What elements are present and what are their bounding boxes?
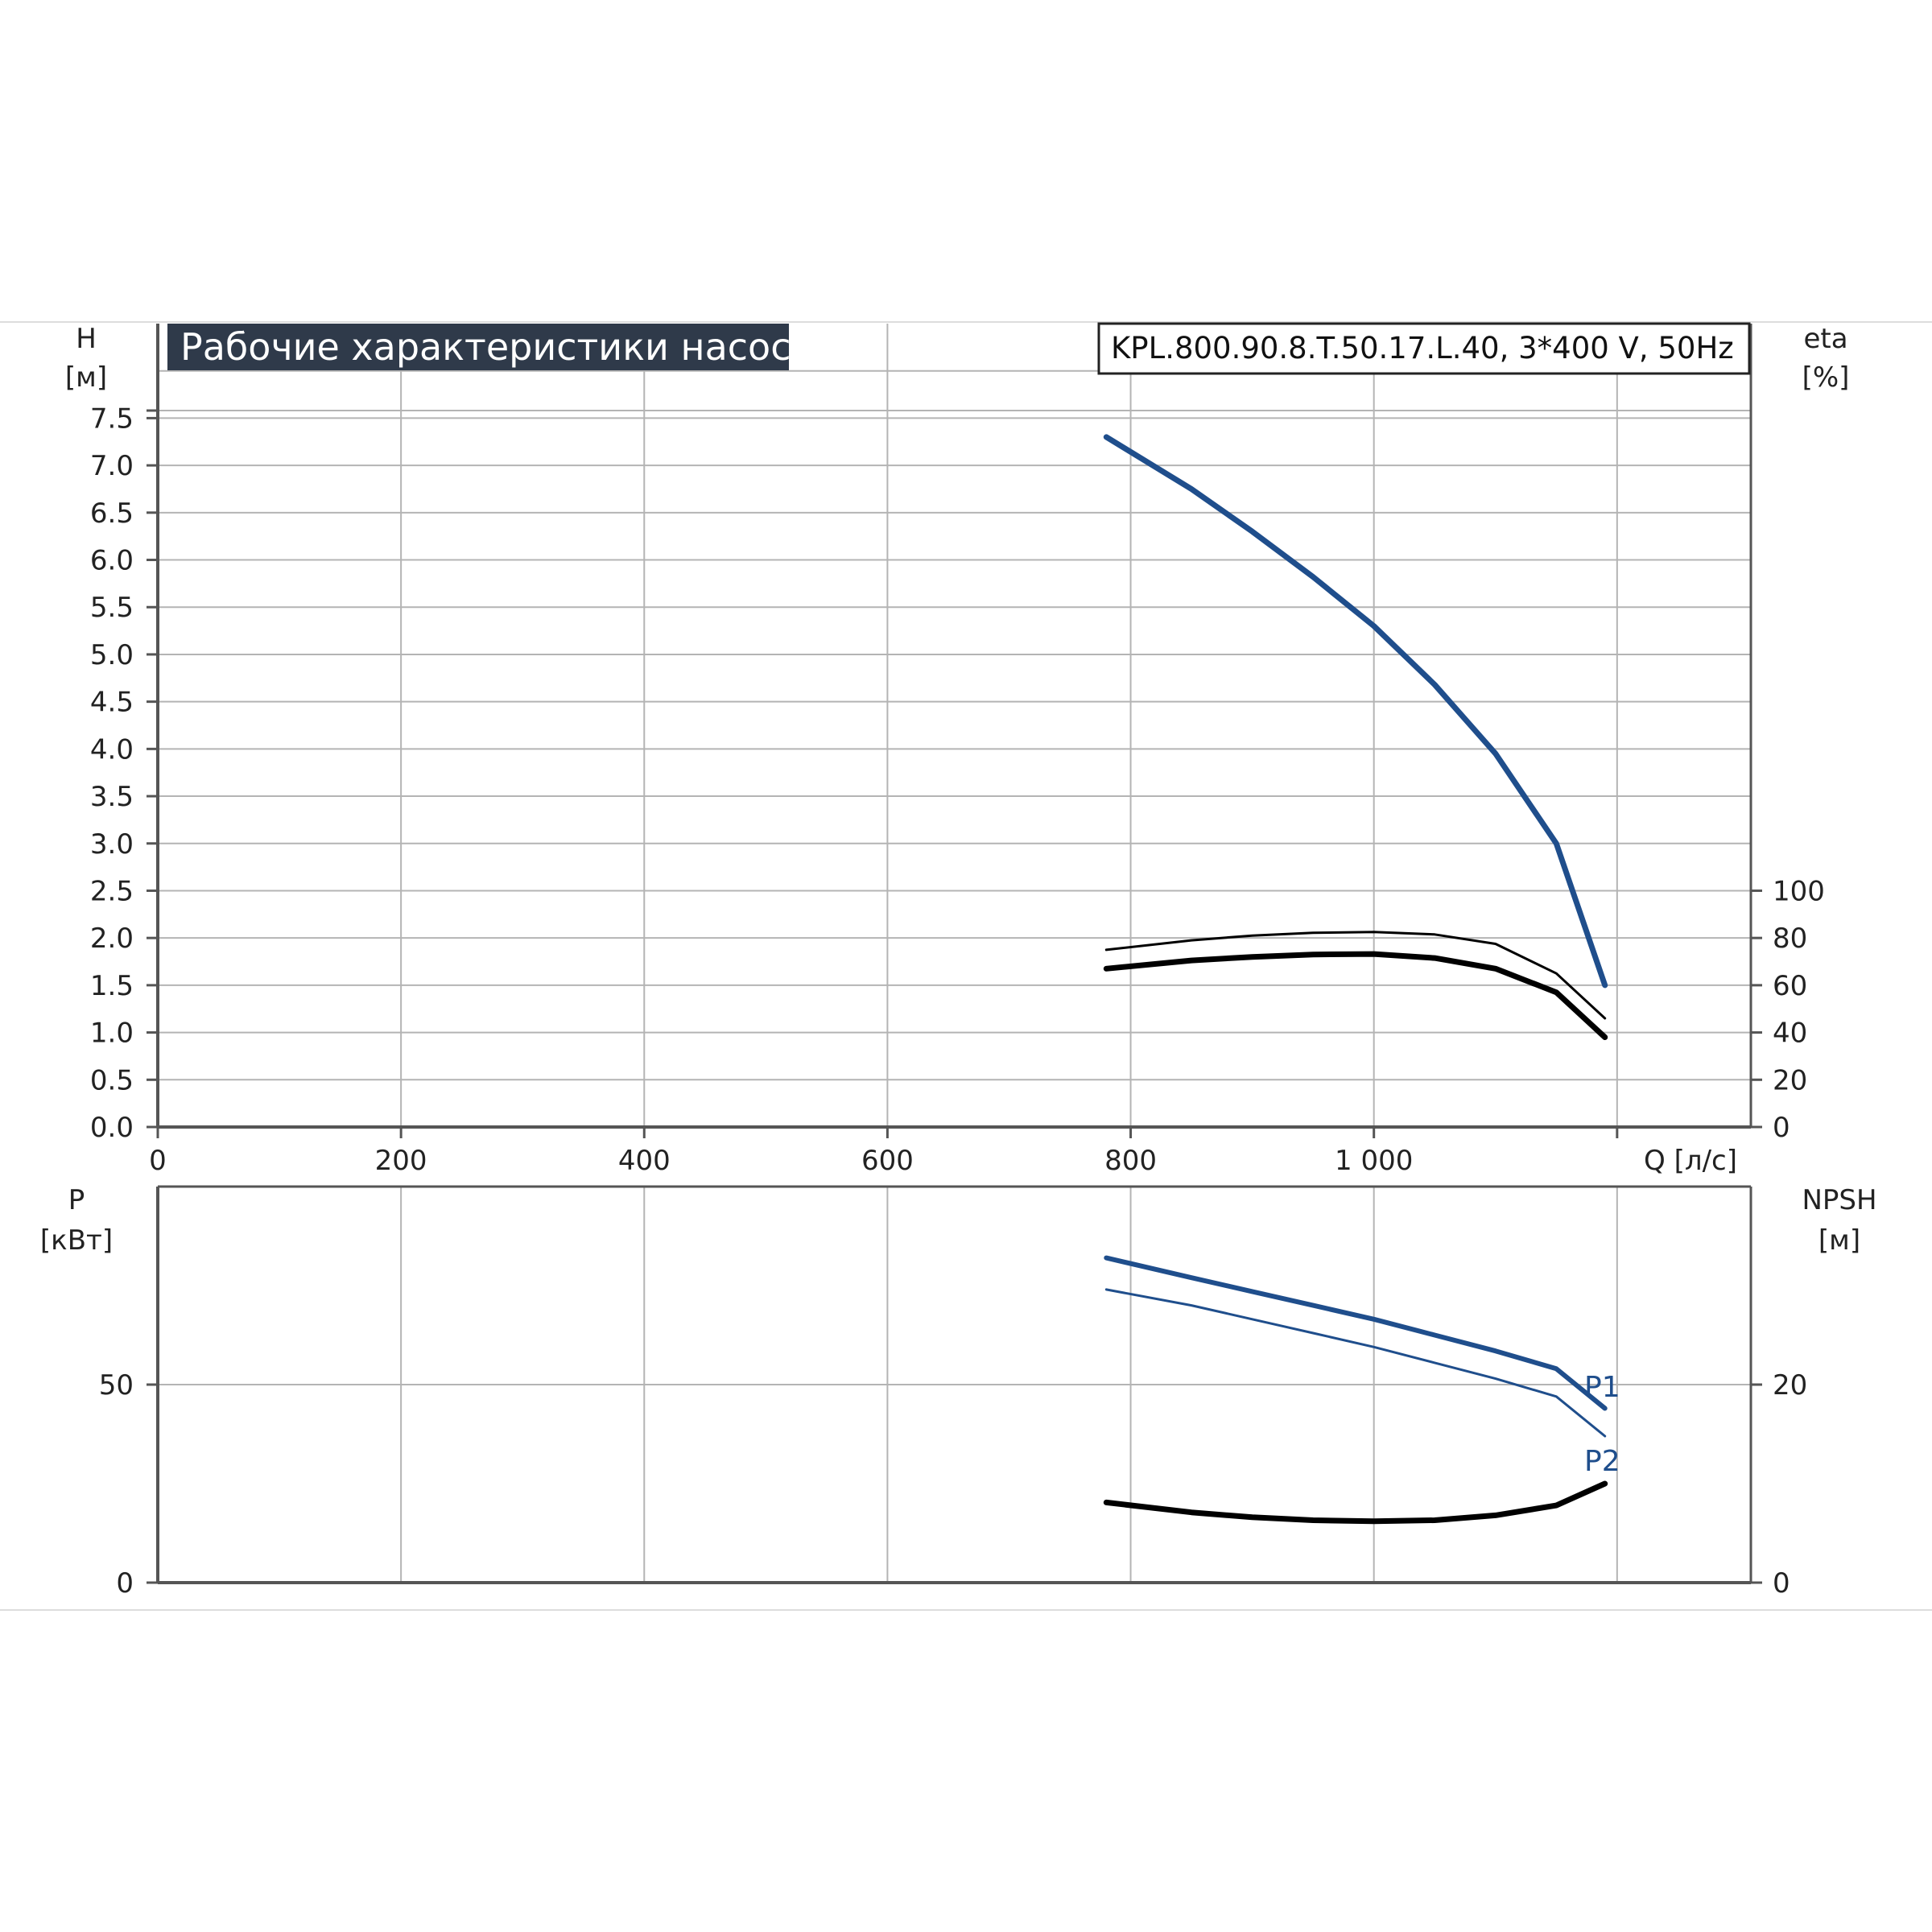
eta-tick-label: 80 [1773,923,1807,955]
h-tick-label: 7.5 [90,402,134,435]
h-axis-label: H [76,323,97,355]
h-tick-label: 2.5 [90,875,134,907]
h-tick-label: 5.5 [90,592,134,624]
h-tick-label: 3.5 [90,781,134,813]
head-efficiency-ticks: 0.0 0.5 1.0 1.5 2.0 2.5 3.0 3.5 4.0 4.5 5.0 5.5 6.0 6… [90,402,1825,1177]
eta-tick-label: 20 [1773,1064,1807,1096]
eta-tick-label: 100 [1773,875,1825,907]
q-tick-label: 600 [861,1145,914,1177]
h-tick-label: 0.0 [90,1112,134,1144]
eta-tick-label: 0 [1773,1112,1790,1144]
power-npsh-grid [156,1185,1752,1584]
efficiency-curve-total [1103,951,1608,1040]
pump-model-label: KPL.800.90.8.T.50.17.L.40, 3*400 V, 50Hz [1111,331,1734,365]
p2-power-curve [1104,1288,1607,1438]
q-tick-label: 0 [149,1145,167,1177]
q-tick-label: 800 [1104,1145,1157,1177]
h-tick-label: 1.5 [90,970,134,1002]
chart-title: Рабочие характеристики насоса [180,325,814,369]
eta-tick-label: 60 [1773,970,1807,1002]
power-npsh-ticks: 0 50 0 20 [99,1369,1808,1600]
h-tick-label: 6.0 [90,545,134,577]
p-axis-unit: [кВт] [40,1224,113,1257]
npsh-axis-label: NPSH [1802,1184,1876,1216]
p1-curve-label: P1 [1584,1371,1620,1404]
h-tick-label: 6.5 [90,497,134,530]
p-axis-label: P [68,1184,85,1216]
npsh-curve [1103,1480,1608,1525]
head-efficiency-grid [156,324,1752,1129]
h-tick-label: 4.0 [90,733,134,766]
p-tick-label: 0 [116,1567,134,1600]
h-tick-label: 1.0 [90,1018,134,1050]
head-efficiency-curves [1103,434,1608,1040]
q-tick-label: 1 000 [1335,1145,1413,1177]
h-tick-label: 5.0 [90,639,134,671]
h-axis-unit: [м] [65,361,107,394]
efficiency-curve-hydraulic [1104,931,1607,1020]
eta-tick-label: 40 [1773,1018,1807,1050]
npsh-tick-label: 20 [1773,1369,1807,1402]
eta-axis-label: eta [1803,323,1847,355]
head-curve [1103,434,1608,989]
h-tick-label: 0.5 [90,1064,134,1096]
h-tick-label: 4.5 [90,687,134,719]
title-background [167,324,789,370]
npsh-axis-unit: [м] [1818,1224,1860,1257]
p2-curve-label: P2 [1584,1445,1620,1478]
q-tick-label: 400 [618,1145,671,1177]
q-tick-label: 200 [375,1145,427,1177]
power-npsh-curves [1103,1255,1608,1525]
model-box [1097,322,1751,375]
p-tick-label: 50 [99,1369,134,1402]
eta-axis-unit: [%] [1802,361,1850,394]
h-tick-label: 2.0 [90,923,134,955]
h-tick-label: 7.0 [90,450,134,482]
npsh-tick-label: 0 [1773,1567,1790,1600]
h-tick-label: 3.0 [90,828,134,861]
p1-power-curve [1104,1255,1608,1411]
q-axis-label: Q [л/с] [1644,1145,1737,1177]
